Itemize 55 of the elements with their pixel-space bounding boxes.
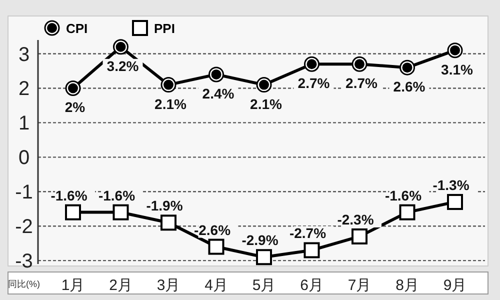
data-label: 3.2% <box>106 58 140 74</box>
point <box>304 242 320 258</box>
point <box>112 204 129 220</box>
y-axis-title: 同比(%) <box>8 279 40 289</box>
legend-label: PPI <box>154 21 175 36</box>
point <box>208 66 224 82</box>
point <box>160 77 176 93</box>
data-label: 2.6% <box>393 78 426 95</box>
point <box>400 60 415 76</box>
data-label: -2.3% <box>337 211 374 228</box>
point <box>65 204 81 220</box>
data-label: 2.1% <box>154 96 187 112</box>
data-label: -1.9% <box>146 198 184 214</box>
data-label: 2% <box>64 99 86 116</box>
data-label: -1.6% <box>50 187 88 204</box>
point <box>113 39 128 55</box>
point <box>399 204 416 220</box>
y-tick-label: -2 <box>15 216 33 238</box>
legend-label: CPI <box>66 21 88 36</box>
x-tick-label: 8月 <box>396 277 419 294</box>
point <box>65 80 81 96</box>
y-tick-label: 2 <box>18 78 30 100</box>
x-tick-label: 3月 <box>156 277 180 294</box>
data-label: 2.1% <box>250 96 282 112</box>
x-tick-label: 7月 <box>348 277 372 294</box>
data-label: -1.6% <box>384 187 422 204</box>
point <box>208 238 224 255</box>
point <box>352 228 368 244</box>
point <box>447 194 463 210</box>
point <box>160 214 176 231</box>
y-tick-label: 0 <box>18 147 30 170</box>
data-label: -2.6% <box>194 222 232 238</box>
y-tick-label: 1 <box>18 112 30 135</box>
data-label: -2.7% <box>289 225 327 242</box>
data-label: 2.7% <box>346 75 378 92</box>
data-label: -1.6% <box>98 187 136 204</box>
x-tick-label: 1月 <box>61 277 85 294</box>
point <box>304 56 320 72</box>
data-label: 2.4% <box>202 85 235 102</box>
data-label: -1.3% <box>432 176 470 193</box>
y-tick-label: 3 <box>18 44 30 66</box>
point <box>352 56 368 72</box>
y-tick-label: -1 <box>15 182 33 204</box>
x-tick-label: 2月 <box>109 277 132 294</box>
x-tick-label: 4月 <box>204 277 228 294</box>
x-tick-label: 6月 <box>300 277 324 294</box>
data-label: 2.7% <box>298 75 330 92</box>
data-label: -2.9% <box>242 232 279 248</box>
point <box>256 77 272 93</box>
point <box>447 42 463 58</box>
y-tick-label: -3 <box>15 250 33 273</box>
point <box>256 249 272 266</box>
data-label: 3.1% <box>441 61 474 78</box>
x-tick-label: 5月 <box>252 277 276 294</box>
x-tick-label: 9月 <box>443 277 467 294</box>
